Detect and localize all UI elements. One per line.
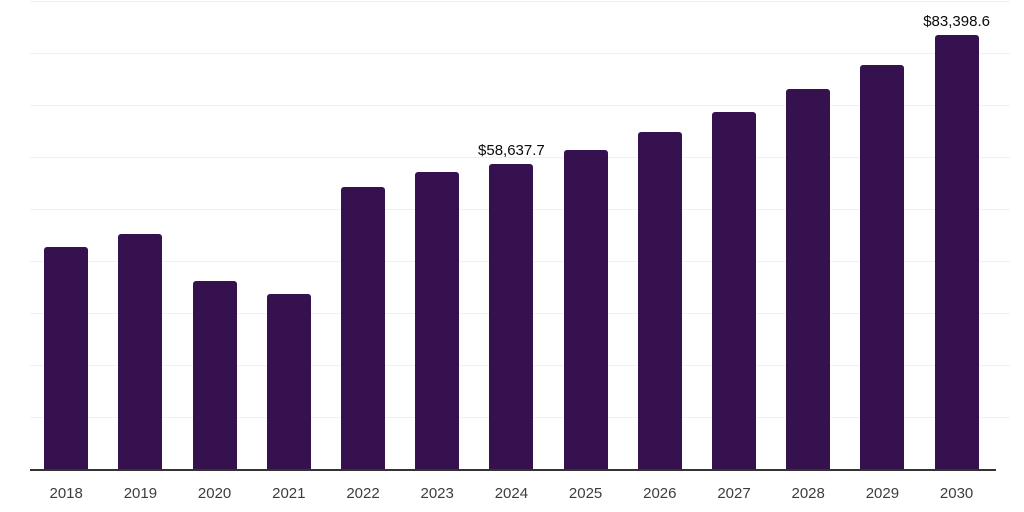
- gridline: [30, 157, 1010, 158]
- gridline: [30, 105, 1010, 106]
- x-tick-label-2022: 2022: [346, 485, 380, 502]
- bar-2019[interactable]: [118, 233, 163, 469]
- x-tick-label-2028: 2028: [791, 485, 825, 502]
- bar-2020[interactable]: [192, 281, 237, 469]
- x-tick-label-2026: 2026: [643, 485, 677, 502]
- bar-2030[interactable]: [934, 35, 979, 469]
- bar-2024[interactable]: [489, 164, 534, 469]
- bar-2022[interactable]: [341, 187, 385, 469]
- bar-value-label-2030: $83,398.6: [923, 13, 990, 31]
- x-tick-label-2023: 2023: [420, 485, 454, 502]
- x-tick-label-2029: 2029: [865, 485, 900, 502]
- x-tick-label-2019: 2019: [123, 485, 158, 502]
- bar-2029[interactable]: [860, 64, 905, 469]
- bar-2027[interactable]: [712, 111, 756, 469]
- x-tick-label-2027: 2027: [717, 485, 751, 502]
- x-tick-label-2018: 2018: [49, 485, 83, 502]
- x-tick-label-2021: 2021: [272, 485, 306, 502]
- bar-2025[interactable]: [563, 149, 608, 469]
- x-tick-label-2024: 2024: [494, 485, 529, 502]
- bar-2026[interactable]: [637, 132, 682, 469]
- x-tick-label-2020: 2020: [197, 485, 232, 502]
- gridline: [30, 1, 1010, 2]
- x-tick-label-2025: 2025: [568, 485, 603, 502]
- x-tick-label-2030: 2030: [939, 485, 974, 502]
- bar-2018[interactable]: [44, 246, 89, 469]
- gridline: [30, 53, 1010, 54]
- bar-2028[interactable]: [786, 89, 831, 469]
- bar-2021[interactable]: [266, 294, 311, 469]
- bar-value-label-2024: $58,637.7: [478, 142, 545, 160]
- x-axis-line: [30, 469, 996, 471]
- bar-2023[interactable]: [415, 171, 460, 469]
